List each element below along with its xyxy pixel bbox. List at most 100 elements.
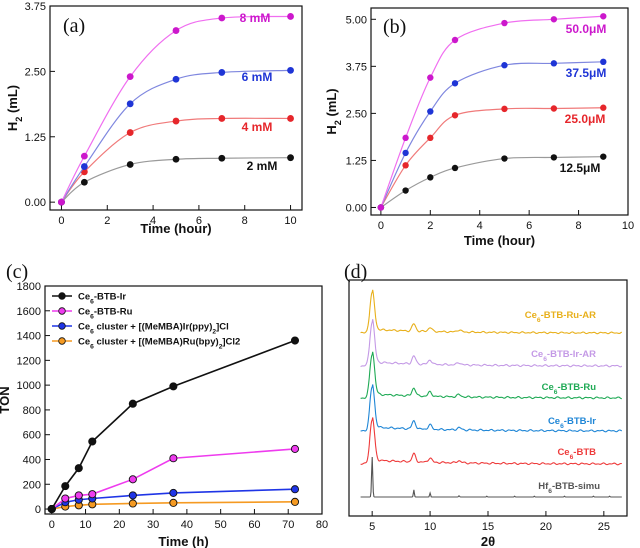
- data-point: [451, 80, 459, 87]
- panel-label-d: (d): [344, 261, 367, 283]
- data-point: [427, 134, 434, 142]
- data-point: [80, 163, 88, 170]
- data-point: [427, 174, 434, 181]
- plot-frame: [49, 5, 303, 211]
- series-line: [60, 69, 291, 203]
- x-axis-label: 2θ: [481, 534, 495, 548]
- data-point: [600, 13, 607, 20]
- data-point: [501, 105, 508, 113]
- xrd-pattern: [360, 289, 623, 335]
- series-label: 8 mM: [240, 11, 271, 25]
- y-tick-label: 1600: [17, 306, 41, 318]
- data-point: [402, 149, 409, 157]
- y-tick-label: 1200: [17, 355, 41, 367]
- data-point: [80, 178, 88, 186]
- x-tick-label: 0: [49, 519, 55, 531]
- y-tick-label: 1.25: [25, 132, 46, 144]
- data-point: [218, 69, 226, 76]
- series-label: 12.5μM: [560, 161, 601, 175]
- y-tick-label: 0: [35, 504, 41, 516]
- y-tick-label: 400: [23, 454, 41, 466]
- data-point: [427, 108, 434, 115]
- xrd-pattern: [360, 417, 622, 466]
- x-tick-label: 25: [598, 521, 610, 533]
- series-line: [60, 15, 291, 203]
- x-tick-label: 6: [196, 215, 202, 227]
- data-point: [218, 154, 226, 162]
- x-tick-label: 80: [316, 519, 328, 531]
- data-point: [172, 155, 180, 163]
- panel-d: 5 10 15 20 25 (d) 2θ Hf6-BTB-simu Ce6-BTB Ce6-BTB…: [344, 261, 628, 548]
- x-tick-label: 6: [526, 220, 532, 232]
- data-point: [550, 105, 558, 112]
- data-point: [61, 482, 70, 491]
- data-point: [501, 19, 508, 27]
- x-axis-label: Time (hour): [464, 233, 535, 248]
- xrd-label: Ce6-BTB-Ir-AR: [531, 349, 596, 363]
- y-tick-label: 1.25: [346, 155, 367, 167]
- xrd-label: Ce6-BTB-Ru: [542, 382, 597, 396]
- x-tick-label: 2: [104, 215, 110, 227]
- y-tick-label: 2.50: [25, 66, 46, 78]
- data-point: [550, 16, 558, 23]
- data-point: [172, 117, 180, 125]
- xrd-pattern: [360, 351, 622, 400]
- xrd-label: Hf6-BTB-simu: [538, 481, 600, 495]
- legend-entry: Ce6 cluster + [(MeMBA)Ir(ppy)2]Cl: [78, 322, 229, 336]
- xrd-pattern: [360, 456, 622, 498]
- data-point: [47, 504, 56, 514]
- y-axis-label: TON: [0, 386, 12, 413]
- x-tick-label: 8: [576, 220, 582, 232]
- xrd-pattern: [360, 384, 623, 433]
- xrd-label: Ce6-BTB: [557, 447, 596, 461]
- legend-entry: Ce6 cluster + [(MeMBA)Ru(bpy)2]Cl2: [78, 337, 240, 351]
- x-tick-label: 10: [284, 215, 296, 227]
- data-point: [126, 100, 134, 108]
- x-tick-label: 70: [282, 519, 294, 531]
- y-tick-label: 1800: [17, 281, 41, 293]
- data-point: [80, 168, 88, 176]
- data-point: [377, 204, 385, 211]
- legend-entry: Ce6-BTB-Ru: [78, 307, 133, 321]
- series-label: 50.0μM: [566, 22, 607, 36]
- data-point: [172, 75, 180, 83]
- data-point: [88, 490, 97, 499]
- legend-marker: [58, 322, 66, 330]
- data-point: [550, 154, 558, 161]
- y-axis-label: H2 (mL): [5, 85, 24, 131]
- y-tick-label: 600: [23, 430, 41, 442]
- data-point: [169, 488, 178, 497]
- series-label: 25.0μM: [565, 112, 606, 126]
- x-tick-label: 10: [622, 220, 634, 232]
- x-axis-label: Time (h): [158, 534, 208, 548]
- x-tick-label: 60: [248, 519, 260, 531]
- data-point: [402, 162, 409, 169]
- plot-frame: [44, 285, 323, 515]
- panel-label-b: (b): [383, 16, 406, 38]
- series-label: 4 mM: [242, 120, 273, 134]
- data-point: [172, 27, 180, 34]
- panel-label-a: (a): [63, 15, 85, 37]
- y-axis-label: H2 (mL): [324, 88, 343, 134]
- legend-marker: [58, 292, 66, 300]
- x-tick-label: 40: [181, 519, 193, 531]
- data-point: [74, 464, 83, 473]
- xrd-pattern: [360, 319, 623, 368]
- data-point: [128, 399, 137, 408]
- x-tick-label: 20: [113, 519, 125, 531]
- x-tick-label: 2: [427, 220, 433, 232]
- y-tick-label: 1400: [17, 331, 41, 343]
- data-point: [287, 13, 294, 20]
- y-tick-label: 2.50: [346, 108, 367, 120]
- data-point: [80, 152, 88, 160]
- data-point: [451, 36, 459, 44]
- panel-c: 0 10 20 30 40 50 60 70 8002004006008001000120014…: [0, 261, 328, 548]
- x-tick-label: 0: [378, 220, 384, 232]
- series-label: 2 mM: [247, 159, 278, 173]
- data-point: [61, 494, 70, 503]
- data-point: [126, 161, 134, 168]
- y-tick-label: 800: [23, 405, 41, 417]
- data-point: [402, 187, 409, 194]
- data-point: [128, 491, 137, 500]
